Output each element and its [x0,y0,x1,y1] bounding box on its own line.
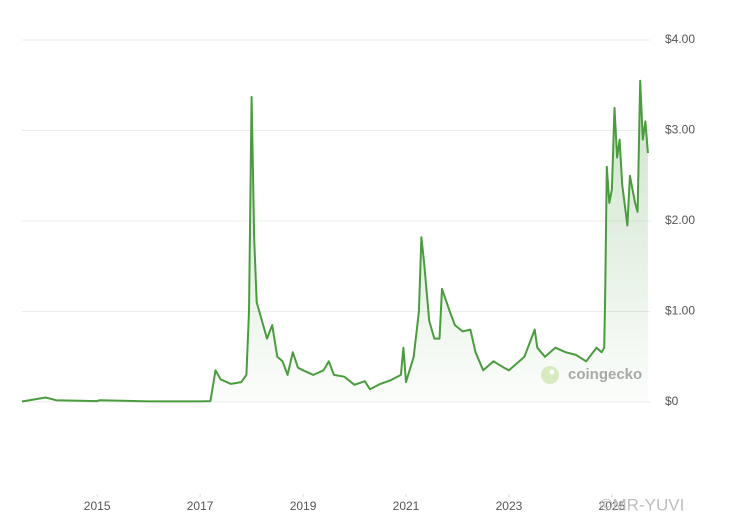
x-tick-label: 2021 [393,499,420,513]
x-tick-label: 2015 [84,499,111,513]
x-tick-label: 2023 [496,499,523,513]
coingecko-logo [541,366,559,384]
price-line [21,79,649,403]
y-tick-label: $1.00 [665,304,695,318]
labels: $0 $1.00 $2.00 $3.00 $4.00 2015 2017 2019 2021 20… [84,32,696,514]
plot [21,79,649,403]
x-tick-label: 2025 [599,499,626,513]
author-watermark: ©MR-YUVI [600,495,684,514]
x-tick-label: 2017 [187,499,214,513]
coingecko-watermark: coingecko [568,366,642,383]
grid [22,39,650,497]
coingecko-eye [549,369,555,375]
y-tick-label: $2.00 [665,213,695,227]
y-tick-label: $0 [665,394,679,408]
x-tick-label: 2019 [290,499,317,513]
y-tick-label: $4.00 [665,32,695,46]
y-tick-label: $3.00 [665,123,695,137]
price-area [22,80,648,402]
